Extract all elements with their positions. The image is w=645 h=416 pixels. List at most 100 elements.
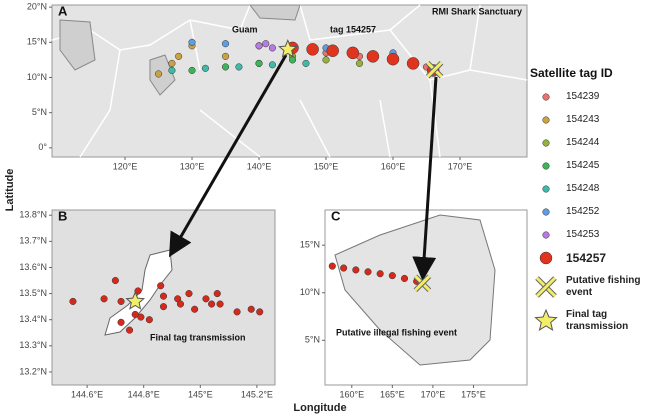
point — [268, 44, 276, 52]
y-axis-title: Latitude — [4, 169, 16, 212]
star-marker — [278, 38, 298, 58]
y-tick-label: 15°N — [300, 240, 320, 250]
annotation: tag 154257 — [330, 24, 376, 34]
point — [145, 316, 153, 324]
point — [366, 50, 380, 63]
legend-label: 154257 — [566, 251, 607, 265]
annotation: Final tag transmission — [150, 332, 246, 342]
x-tick-label: 170°E — [448, 161, 473, 171]
point — [376, 270, 384, 278]
x-tick-label: 130°E — [180, 161, 205, 171]
guam — [104, 249, 173, 336]
point — [255, 42, 263, 50]
point — [386, 52, 400, 66]
legend-swatch — [542, 139, 550, 147]
point — [117, 297, 125, 305]
point — [255, 59, 263, 67]
legend-label: 154252 — [566, 206, 600, 217]
y-tick-label: 13.7°N — [19, 236, 47, 246]
point — [352, 266, 360, 274]
point — [202, 295, 210, 303]
arrow — [412, 76, 438, 281]
point — [125, 326, 134, 334]
arrow — [168, 54, 288, 258]
annotation: RMI Shark Sanctuary — [432, 6, 522, 16]
point — [159, 292, 168, 300]
y-tick-label: 13.6°N — [19, 262, 47, 272]
legend-label: 154244 — [566, 137, 600, 148]
y-tick-label: 13.3°N — [19, 340, 47, 350]
point — [328, 262, 336, 270]
y-tick-label: 15°N — [27, 37, 47, 47]
y-tick-label: 0° — [38, 142, 47, 152]
point — [400, 274, 409, 283]
x-tick-label: 160°E — [381, 161, 406, 171]
panel-letter: C — [331, 208, 341, 223]
point — [117, 318, 125, 326]
x-tick-label: 140°E — [247, 161, 272, 171]
y-tick-label: 5°N — [32, 107, 47, 117]
point — [355, 59, 364, 67]
annotation: Guam — [232, 24, 258, 34]
point — [306, 43, 319, 56]
point — [168, 59, 176, 67]
point — [69, 297, 77, 305]
point — [157, 282, 165, 290]
panel-letter: A — [58, 3, 68, 18]
x-tick-label: 145°E — [188, 389, 213, 399]
y-tick-label: 5°N — [305, 335, 320, 345]
point — [191, 305, 199, 313]
x-tick-label: 170°E — [421, 389, 446, 399]
x-tick-label: 144.6°E — [71, 389, 103, 399]
point — [175, 52, 183, 60]
x-tick-label: 150°E — [314, 161, 339, 171]
point — [288, 56, 297, 64]
point — [213, 290, 221, 298]
point — [100, 295, 108, 303]
legend-label: 154253 — [566, 229, 600, 240]
point — [168, 66, 176, 74]
point — [134, 287, 142, 295]
y-tick-label: 13.2°N — [19, 366, 47, 376]
point — [159, 303, 168, 311]
x-stroke — [414, 275, 431, 292]
y-tick-label: 13.8°N — [19, 210, 47, 220]
star-marker — [125, 291, 146, 310]
legend-title: Satellite tag ID — [530, 66, 613, 80]
fishing-event-marker — [413, 274, 432, 293]
point — [208, 300, 216, 308]
legend-swatch — [542, 93, 550, 101]
panel-letter: B — [58, 208, 67, 223]
x-tick-label: 165°E — [380, 389, 405, 399]
y-tick-label: 10°N — [300, 287, 320, 297]
x-stroke — [426, 61, 443, 78]
panel-a — [51, 4, 528, 158]
x-tick-label: 144.8°E — [128, 389, 160, 399]
point — [388, 272, 396, 280]
legend-swatch — [535, 276, 557, 298]
x-tick-label: 175°E — [461, 389, 486, 399]
point — [154, 70, 163, 78]
x-axis-title: Longitude — [293, 402, 346, 414]
legend-label: 154245 — [566, 160, 600, 171]
point — [131, 310, 139, 319]
x-tick-label: 145.2°E — [241, 389, 273, 399]
legend-label: Putative fishing event — [566, 275, 641, 298]
legend-swatch — [542, 231, 550, 239]
fishing-event-marker — [425, 60, 444, 79]
point — [268, 61, 276, 69]
legend-swatch — [542, 116, 550, 124]
legend-label: 154243 — [566, 114, 600, 125]
point — [406, 57, 420, 70]
legend-swatch — [542, 208, 550, 216]
point — [247, 305, 255, 313]
y-tick-label: 13.4°N — [19, 314, 47, 324]
annotation: Putative illegal fishing event — [336, 327, 457, 337]
legend-label: Final tag transmission — [566, 309, 629, 332]
y-tick-label: 13.5°N — [19, 288, 47, 298]
point — [185, 290, 193, 298]
rmi-sanctuary — [334, 214, 496, 366]
point — [216, 300, 224, 308]
